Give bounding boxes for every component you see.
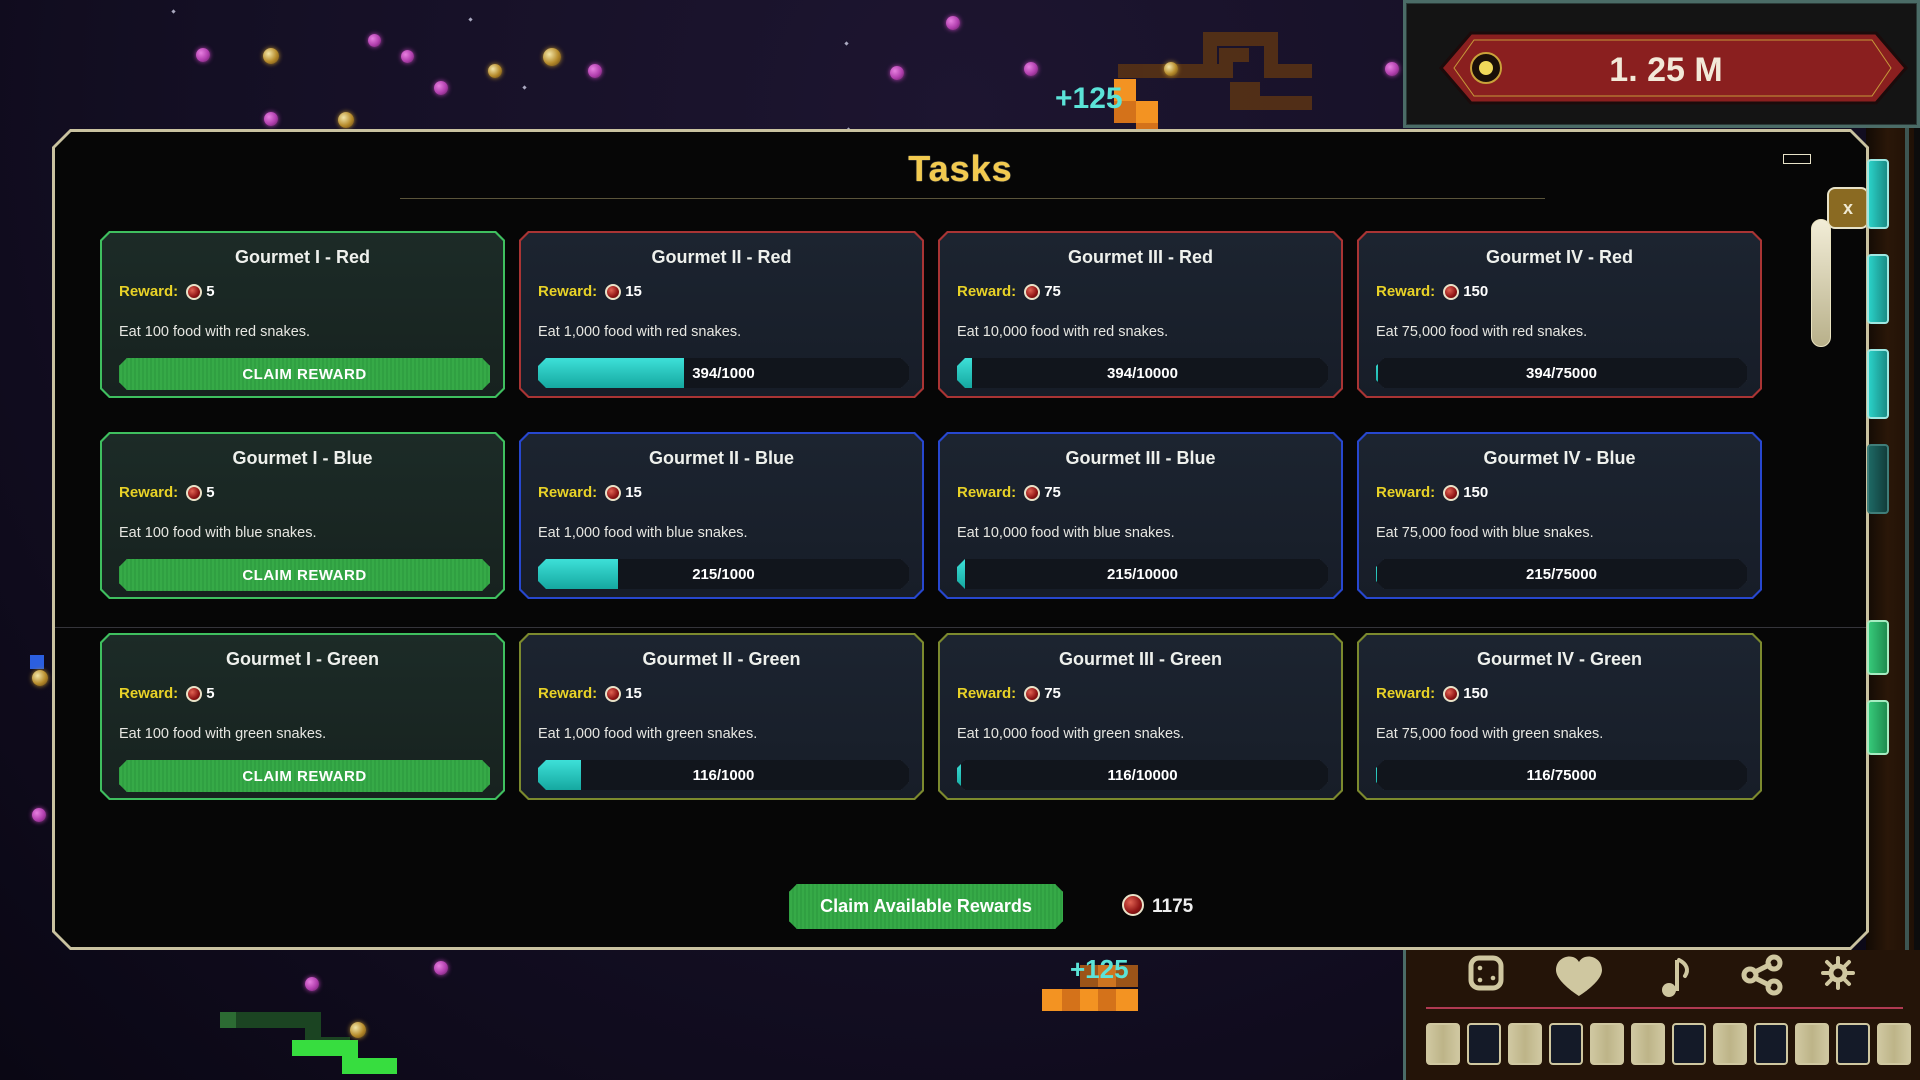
- svg-text:+125: +125: [1055, 82, 1123, 115]
- svg-text:1. 25 M: 1. 25 M: [1609, 51, 1722, 89]
- svg-text:+125: +125: [1070, 955, 1129, 984]
